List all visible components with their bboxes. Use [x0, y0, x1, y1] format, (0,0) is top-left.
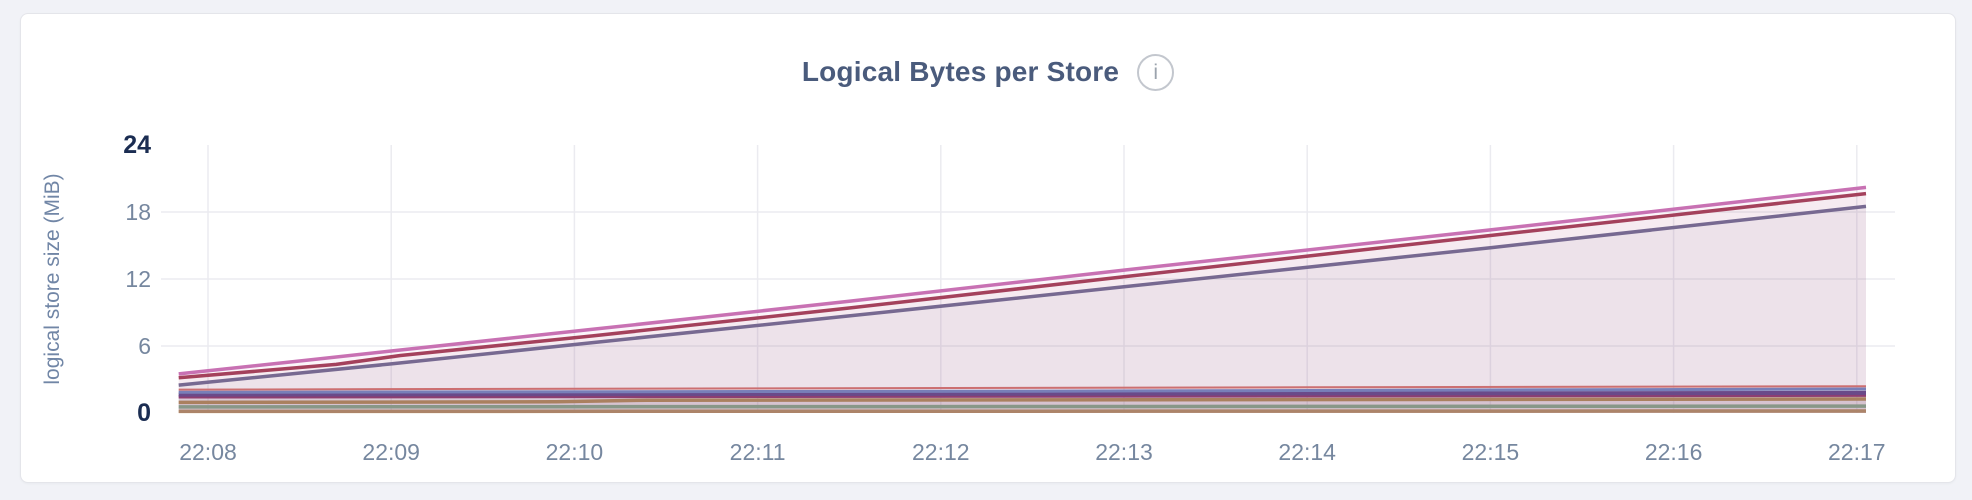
series-area-store-salmon [178, 386, 1867, 413]
series-line-store-gold[interactable] [178, 397, 1867, 405]
info-icon-glyph: i [1153, 60, 1158, 84]
series-line-store-orchid[interactable] [178, 185, 1867, 376]
x-tick-label: 22:10 [546, 439, 604, 465]
series-line-store-magenta[interactable] [178, 393, 1867, 399]
x-tick-label: 22:15 [1462, 439, 1520, 465]
series-area-store-orchid [178, 187, 1867, 413]
series-area-store-crimson [178, 193, 1867, 413]
metric-chart-card: Logical Bytes per Store i 0 6 12 18 24 22:08 2… [20, 13, 1956, 483]
x-tick-label: 22:13 [1095, 439, 1153, 465]
series-line-store-blue[interactable] [178, 387, 1867, 394]
chart-header: Logical Bytes per Store i [21, 52, 1955, 92]
series-line-store-slate[interactable] [178, 204, 1867, 387]
x-tick-label: 22:08 [179, 439, 237, 465]
x-tick-label: 22:09 [362, 439, 420, 465]
x-tick-label: 22:14 [1278, 439, 1336, 465]
x-tick-label: 22:12 [912, 439, 970, 465]
series-line-store-crimson[interactable] [178, 191, 1867, 380]
series-line-store-green[interactable] [178, 404, 1867, 409]
chart-title: Logical Bytes per Store [801, 56, 1120, 87]
y-axis-label: logical store size (MiB) [41, 173, 64, 384]
series-area-store-slate [178, 206, 1867, 413]
series-area-store-blue [178, 389, 1867, 413]
series-line-store-indigo[interactable] [178, 390, 1867, 397]
y-tick-label: 24 [123, 131, 151, 159]
series-area-store-magenta [178, 395, 1867, 413]
y-tick-label: 12 [125, 266, 151, 292]
chart-canvas[interactable]: 0 6 12 18 24 22:08 22:09 22:10 22:11 22:12 22:13 22… [21, 14, 1957, 484]
y-tick-label: 6 [138, 333, 151, 359]
series-area-store-indigo [178, 392, 1867, 413]
y-tick-label: 18 [125, 199, 151, 225]
y-tick-label: 0 [137, 399, 151, 427]
x-tick-label: 22:16 [1645, 439, 1703, 465]
x-tick-label: 22:11 [730, 439, 786, 465]
series-line-store-salmon[interactable] [178, 385, 1867, 391]
x-tick-label: 22:17 [1828, 439, 1886, 465]
info-icon[interactable]: i [1137, 53, 1175, 91]
